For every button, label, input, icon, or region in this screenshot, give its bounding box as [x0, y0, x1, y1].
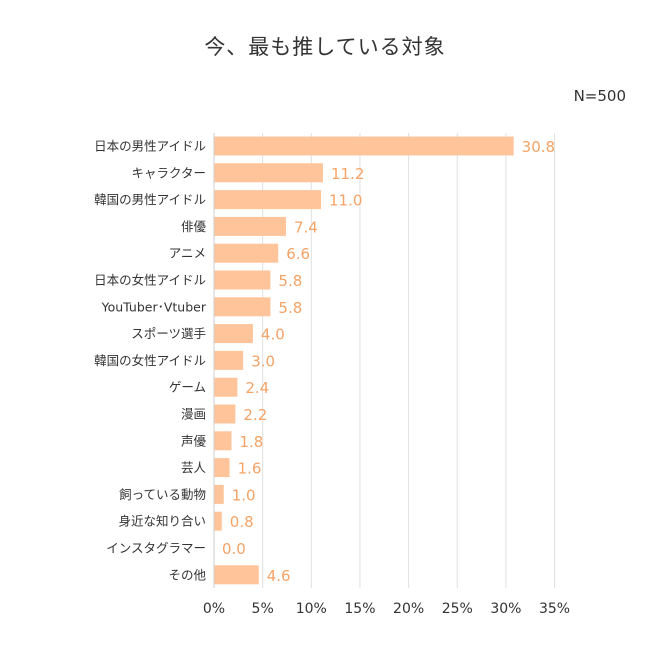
x-tick-label: 0%	[203, 601, 225, 617]
value-label: 11.0	[329, 192, 362, 210]
bar	[214, 377, 238, 397]
value-label: 11.2	[331, 165, 364, 183]
value-label: 4.6	[267, 567, 291, 585]
bar	[214, 324, 253, 344]
bar	[214, 565, 259, 585]
category-label: キャラクター	[131, 165, 206, 180]
value-label: 5.8	[278, 299, 302, 317]
category-label: 身近な知り合い	[118, 514, 206, 529]
x-tick-label: 20%	[393, 601, 424, 617]
category-label: 韓国の男性アイドル	[94, 192, 206, 207]
category-label: YouTuber･Vtuber	[101, 299, 207, 314]
category-label: ゲーム	[169, 380, 206, 395]
sample-size: N=500	[573, 87, 626, 105]
value-label: 4.0	[261, 326, 285, 344]
bar	[214, 404, 236, 424]
chart-title: 今、最も推している対象	[204, 35, 446, 59]
x-tick-label: 25%	[442, 601, 473, 617]
category-label: 日本の女性アイドル	[94, 273, 206, 288]
value-label: 0.0	[222, 540, 246, 558]
bar	[214, 458, 230, 478]
value-label: 2.4	[245, 379, 269, 397]
x-tick-label: 35%	[539, 601, 570, 617]
bar	[214, 297, 271, 317]
bar	[214, 216, 287, 236]
x-tick-label: 30%	[490, 601, 521, 617]
category-label: 日本の男性アイドル	[94, 139, 206, 154]
value-label: 1.0	[232, 486, 256, 504]
bar	[214, 484, 224, 504]
value-label: 6.6	[286, 245, 310, 263]
bar	[214, 511, 222, 531]
bar	[214, 431, 232, 451]
value-label: 1.6	[238, 460, 262, 478]
x-tick-label: 5%	[252, 601, 274, 617]
value-label: 3.0	[251, 352, 275, 370]
value-label: 30.8	[522, 138, 555, 156]
bar	[214, 350, 244, 370]
x-tick-label: 10%	[296, 601, 327, 617]
value-label: 0.8	[230, 513, 254, 531]
bar	[214, 243, 279, 263]
category-label: 芸人	[181, 460, 207, 475]
value-label: 1.8	[240, 433, 264, 451]
category-label: インスタグラマー	[106, 541, 206, 556]
category-label: 俳優	[181, 219, 207, 234]
value-label: 7.4	[294, 218, 318, 236]
value-label: 2.2	[243, 406, 267, 424]
category-label: スポーツ選手	[131, 326, 206, 341]
category-label: 声優	[181, 433, 207, 448]
category-label: その他	[168, 567, 206, 582]
category-label: 韓国の女性アイドル	[94, 353, 206, 368]
x-tick-label: 15%	[344, 601, 375, 617]
bar	[214, 163, 323, 183]
bar	[214, 190, 322, 210]
category-label: 飼っている動物	[119, 487, 206, 502]
category-label: 漫画	[181, 407, 206, 422]
category-label: アニメ	[169, 246, 206, 261]
value-label: 5.8	[278, 272, 302, 290]
bar	[214, 136, 514, 156]
bar	[214, 270, 271, 290]
